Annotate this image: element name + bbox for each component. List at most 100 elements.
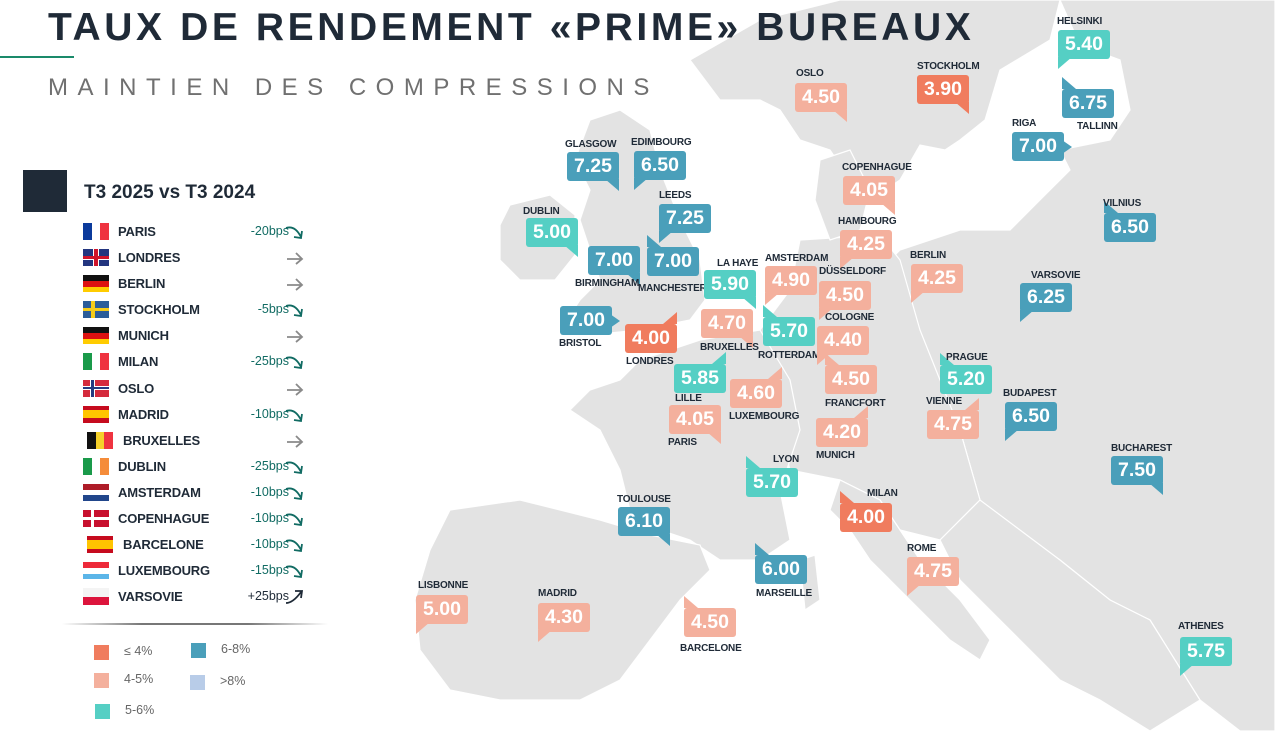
callout-bruxelles: 4.70 BRUXELLES — [700, 309, 759, 353]
callout-pointer — [763, 305, 777, 317]
callout-berlin: 4.25 BERLIN — [910, 250, 963, 303]
city-label: BRISTOL — [559, 338, 602, 349]
legend-label: >8% — [220, 674, 246, 688]
callout-oslo: 4.50 OSLO — [795, 68, 847, 122]
callout-copenhague: 4.05 COPENHAGUE — [842, 162, 912, 215]
flag-lu-icon — [83, 562, 109, 580]
comparison-change: -10bps — [250, 537, 289, 552]
comparison-row: MILAN -25bps — [83, 351, 313, 377]
city-label: PRAGUE — [946, 352, 988, 363]
callout-pointer — [656, 534, 670, 546]
comparison-row: PARIS -20bps — [83, 221, 313, 247]
comparison-change: -5bps — [257, 302, 289, 317]
callout-hambourg: 4.25 HAMBOURG — [838, 216, 897, 269]
callout-pointer — [755, 543, 769, 555]
comparison-city-name: BARCELONE — [123, 537, 204, 553]
city-label: FRANCFORT — [825, 398, 886, 409]
comparison-city-name: BERLIN — [118, 276, 166, 292]
yield-value: 5.40 — [1058, 30, 1110, 69]
callout-luxembourg: 4.60 LUXEMBOURG — [729, 367, 799, 422]
yield-value: 7.00 — [560, 306, 620, 335]
callout-lisbonne: 5.00 LISBONNE — [416, 580, 468, 634]
legend-label: 4-5% — [124, 672, 154, 686]
arrow-down-right-icon — [285, 461, 303, 474]
yield-value: 4.50 — [819, 281, 871, 320]
yield-value: 4.20 — [816, 406, 868, 447]
city-label: TOULOUSE — [617, 494, 671, 505]
callout-lyon: 5.70 LYON — [746, 454, 799, 497]
comparison-city-name: PARIS — [118, 224, 156, 239]
comparison-change: -20bps — [250, 224, 289, 238]
yield-value: 4.70 — [701, 309, 753, 348]
city-label: MADRID — [538, 588, 577, 599]
flag-be-icon — [87, 431, 113, 449]
comparison-row: BRUXELLES — [83, 430, 313, 456]
city-label: LYON — [773, 454, 800, 465]
callout-la-haye: 5.90 LA HAYE — [704, 258, 758, 309]
callout-pointer — [742, 297, 756, 309]
callout-milan: 4.00 MILAN — [840, 488, 898, 532]
comparison-city-name: COPENHAGUE — [118, 511, 210, 527]
comparison-city-name: LUXEMBOURG — [118, 563, 210, 579]
legend-label: ≤ 4% — [124, 644, 153, 658]
callout-tallinn: 6.75 TALLINN — [1062, 77, 1118, 132]
city-label: BUDAPEST — [1003, 388, 1057, 399]
callout-budapest: 6.50 BUDAPEST — [1003, 388, 1057, 441]
legend-marker-block — [23, 170, 67, 212]
callout-pointer — [940, 353, 954, 365]
callout-pointer — [416, 622, 430, 634]
city-label: AMSTERDAM — [765, 253, 829, 264]
flag-es-icon — [83, 405, 109, 423]
callout-pointer — [1062, 140, 1072, 154]
callout-pointer — [768, 367, 782, 379]
callout-toulouse: 6.10 TOULOUSE — [617, 494, 671, 546]
callout-pointer — [907, 584, 921, 596]
callout-pointer — [564, 245, 578, 257]
city-label: BARCELONE — [680, 643, 742, 654]
comparison-city-name: AMSTERDAM — [118, 484, 201, 500]
callout-pointer — [634, 178, 648, 190]
callout-birmingham: 7.00 BIRMINGHAM — [575, 246, 640, 289]
city-label: DÜSSELDORF — [819, 266, 886, 277]
city-label: BIRMINGHAM — [575, 278, 640, 289]
callout-dublin: 5.00 DUBLIN — [523, 206, 578, 257]
comparison-change: -10bps — [250, 406, 289, 421]
callout-pointer — [626, 273, 640, 285]
yield-value: 4.25 — [840, 230, 892, 269]
callout-barcelone: 4.50 BARCELONE — [680, 596, 742, 654]
yield-value: 6.75 — [1062, 77, 1114, 118]
comparison-row: VARSOVIE +25bps — [83, 586, 313, 612]
arrow-right-icon — [287, 382, 304, 396]
yield-value: 5.00 — [526, 218, 578, 257]
yield-value: 4.05 — [843, 176, 895, 215]
city-label: LUXEMBOURG — [729, 411, 800, 422]
comparison-row: STOCKHOLM -5bps — [83, 299, 313, 325]
comparison-row: DUBLIN -25bps — [83, 456, 313, 482]
legend-swatch — [190, 675, 205, 690]
comparison-city-name: DUBLIN — [118, 458, 166, 474]
city-label: ATHENES — [1178, 621, 1224, 632]
callout-helsinki: 5.40 HELSINKI — [1057, 16, 1110, 69]
callout-pointer — [911, 291, 925, 303]
city-label: COLOGNE — [825, 312, 875, 323]
callout-varsovie: 6.25 VARSOVIE — [1020, 270, 1081, 322]
flag-se-icon — [83, 301, 109, 319]
callout-pointer — [707, 432, 721, 444]
flag-uk-icon — [83, 249, 109, 267]
comparison-city-name: STOCKHOLM — [118, 302, 200, 318]
yield-value: 5.90 — [704, 270, 756, 309]
callout-pointer — [684, 596, 698, 608]
callout-paris: 4.05 PARIS — [668, 405, 721, 448]
flag-es-icon — [87, 536, 113, 554]
callout-pointer — [1104, 201, 1118, 213]
callout-rotterdam: 5.70 ROTTERDAM — [758, 305, 820, 361]
yield-value: 4.60 — [730, 367, 782, 408]
yield-value: 4.90 — [765, 266, 817, 305]
comparison-change: -10bps — [250, 511, 289, 526]
city-label: MARSEILLE — [756, 588, 812, 599]
callout-madrid: 4.30 MADRID — [538, 588, 590, 642]
callout-pointer — [659, 231, 673, 243]
yield-value: 3.90 — [917, 75, 969, 114]
comparison-change: +25bps — [247, 589, 289, 604]
callout-londres: 4.00 LONDRES — [625, 312, 677, 367]
